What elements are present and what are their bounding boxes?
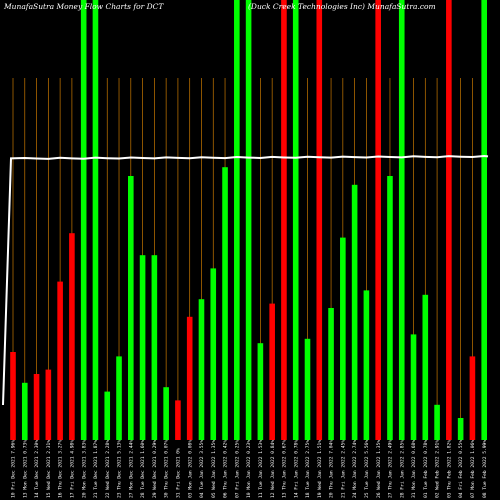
x-tick-label: 29 Wed Dec 2021 0.29%: [152, 440, 158, 498]
x-tick-label: 16 Thu Dec 2021 3.27%: [58, 440, 64, 498]
x-tick-label: 07 Mon Feb 2022 1.06%: [470, 440, 476, 498]
flow-bar-green: [481, 0, 487, 440]
flow-bar-green: [351, 184, 358, 440]
x-tick-label: 03 Thu Feb 2022 1.82%: [446, 440, 452, 498]
x-tick-label: 27 Mon Dec 2021 2.44%: [128, 440, 134, 498]
flow-bar-green: [422, 294, 429, 440]
flow-bar-green: [234, 0, 240, 440]
flow-bar-green: [222, 167, 228, 440]
x-tick-label: 11 Tue Jan 2022 1.53%: [258, 440, 264, 498]
flow-bar-red: [446, 0, 452, 440]
x-tick-label: 28 Fri Jan 2022 2.85%: [399, 440, 405, 498]
flow-bar-red: [57, 281, 63, 440]
flow-bar-green: [398, 0, 405, 440]
x-tick-label: 24 Mon Jan 2022 2.74%: [352, 440, 358, 498]
x-tick-label: 21 Tue Dec 2021 1.87%: [93, 440, 99, 498]
flow-bars: [10, 0, 487, 440]
flow-bar-green: [104, 391, 111, 440]
flow-bar-red: [45, 369, 52, 440]
x-tick-label: 08 Tue Feb 2022 5.99%: [482, 440, 488, 498]
flow-bar-green: [80, 0, 87, 440]
x-tick-label: 17 Fri Dec 2021 4.98%: [70, 440, 76, 498]
x-tick-label: 10 Mon Jan 2022 0.23%: [246, 440, 252, 498]
x-tick-label: 28 Tue Dec 2021 1.60%: [140, 440, 146, 498]
x-tick-label: 23 Thu Dec 2021 5.13%: [117, 440, 123, 498]
x-tick-label: 25 Tue Jan 2022 5.56%: [364, 440, 370, 498]
flow-bar-red: [33, 374, 40, 440]
x-tick-label: 14 Tue Dec 2021 2.30%: [34, 440, 40, 498]
chart-title-left: MunafaSutra Money Flow Charts for DCT: [3, 2, 164, 11]
chart-title-right: (Duck Creek Technologies Inc) MunafaSutr…: [248, 2, 436, 11]
flow-bar-green: [387, 176, 393, 440]
x-tick-label: 15 Wed Dec 2021 2.31%: [46, 440, 52, 498]
flow-bar-green: [410, 334, 417, 440]
x-tick-label: 30 Thu Dec 2021 0.07%: [164, 440, 170, 498]
x-tick-label: 27 Thu Jan 2022 2.49%: [388, 440, 394, 498]
x-tick-label: 18 Tue Jan 2022 2.75%: [305, 440, 311, 498]
flow-bar-green: [434, 404, 440, 440]
money-flow-line: [2, 154, 489, 406]
flow-bar-red: [175, 400, 181, 440]
x-axis-tick-labels: 10 Fri Dec 2021 7.96% 13 Mon Dec 2021 0.7…: [11, 440, 488, 498]
flow-bar-green: [128, 176, 134, 440]
x-tick-label: 31 Mon Jan 2022 0.68%: [411, 440, 417, 498]
x-tick-label: 07 Fri Jan 2022 0.25%: [234, 440, 240, 498]
flow-bar-green: [92, 0, 99, 440]
x-tick-label: 22 Wed Dec 2021 2.28%: [105, 440, 111, 498]
flow-bar-red: [269, 303, 275, 440]
x-tick-label: 31 Fri Dec 2021 0%: [176, 448, 182, 498]
x-tick-label: 21 Fri Jan 2022 2.45%: [340, 440, 346, 498]
flow-bar-green: [116, 356, 122, 440]
x-tick-label: 13 Mon Dec 2021 0.73%: [22, 440, 28, 498]
flow-bar-red: [281, 0, 287, 440]
flow-bar-red: [375, 0, 381, 440]
flow-bar-red: [69, 233, 75, 440]
x-tick-label: 05 Wed Jan 2022 1.35%: [211, 440, 217, 498]
flow-bar-green: [151, 255, 158, 440]
x-tick-label: 14 Fri Jan 2022 0.78%: [293, 440, 299, 498]
x-tick-label: 06 Thu Jan 2022 0.42%: [223, 440, 229, 498]
x-tick-label: 04 Tue Jan 2022 3.55%: [199, 440, 205, 498]
flow-bar-green: [163, 387, 169, 440]
x-tick-label: 10 Fri Dec 2021 7.96%: [11, 440, 17, 498]
flow-bar-green: [257, 343, 264, 440]
x-tick-label: 12 Wed Jan 2022 0.84%: [270, 440, 276, 498]
flow-bar-green: [21, 382, 28, 440]
x-tick-label: 20 Thu Jan 2022 7.04%: [329, 440, 335, 498]
flow-bar-green: [198, 299, 205, 440]
x-tick-label: 20 Mon Dec 2021 3.83%: [81, 440, 87, 498]
flow-bar-green: [457, 418, 464, 440]
flow-bar-green: [328, 308, 334, 440]
x-tick-label: 13 Thu Jan 2022 0.67%: [282, 440, 288, 498]
flow-bar-green: [340, 237, 346, 440]
flow-bar-red: [10, 352, 16, 440]
flow-bar-green: [245, 0, 252, 440]
x-tick-label: 04 Fri Feb 2022 0.55%: [458, 440, 464, 498]
flow-bar-green: [292, 0, 299, 440]
flow-bar-red: [316, 0, 323, 440]
flow-bar-green: [210, 268, 217, 440]
flow-bar-green: [304, 338, 311, 440]
flow-bar-green: [139, 255, 146, 440]
x-tick-label: 01 Tue Feb 2022 0.78%: [423, 440, 429, 498]
x-tick-label: 26 Wed Jan 2022 1.35%: [376, 440, 382, 498]
x-tick-label: 02 Wed Feb 2022 2.91%: [435, 440, 441, 498]
flow-bar-red: [469, 356, 476, 440]
x-tick-label: 19 Wed Jan 2022 1.51%: [317, 440, 323, 498]
x-tick-label: 03 Mon Jan 2022 0.08%: [187, 440, 193, 498]
flow-bar-green: [363, 290, 370, 440]
flow-bar-red: [186, 316, 193, 440]
